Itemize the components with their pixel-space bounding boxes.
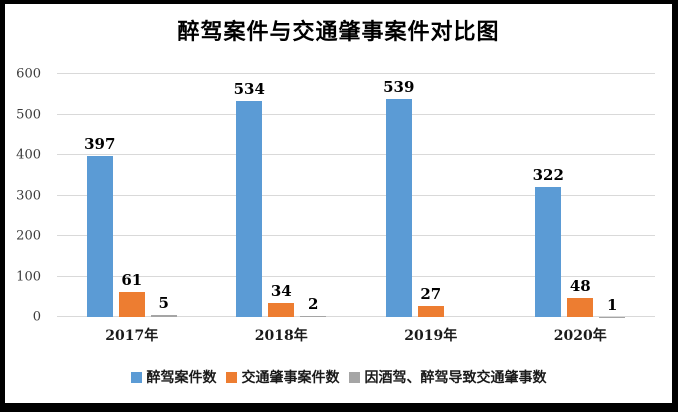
chart-canvas: 醉驾案件与交通肇事案件对比图 0 100 200 300 400 500 600 397 61… [5, 4, 672, 403]
bar-group-2018年: 534 34 2 [207, 74, 357, 317]
barwrap: 322 [533, 74, 564, 317]
barwrap: 2 [300, 74, 327, 317]
legend-swatch-icon [225, 371, 237, 383]
data-label: 397 [84, 135, 116, 154]
y-tick-label-0: 0 [32, 309, 41, 325]
bar-2017年-交通肇事案件数: 61 [118, 273, 145, 317]
barwrap: 48 [567, 74, 594, 317]
data-label: 48 [569, 276, 591, 295]
gridline-500 [57, 113, 655, 115]
x-axis-label-2018年: 2018年 [254, 328, 308, 344]
barwrap: 1 [599, 74, 626, 317]
x-axis-label-2017年: 2017年 [105, 328, 159, 344]
bar-2018年-醉驾案件数: 534 [234, 81, 265, 317]
data-label: 534 [233, 79, 265, 98]
bar-2020年-醉驾案件数: 322 [533, 167, 564, 317]
barwrap: 34 [268, 74, 295, 317]
data-label: 34 [270, 282, 292, 301]
legend-item: 因酒驾、醉驾导致交通肇事数 [348, 367, 547, 387]
data-label: 27 [420, 285, 442, 304]
x-axis-labels: 2017年 2018年 2019年 2020年 [57, 325, 655, 345]
data-label: 5 [158, 293, 169, 312]
y-axis-tick-labels: 0 100 200 300 400 500 600 [5, 68, 49, 324]
chart-title: 醉驾案件与交通肇事案件对比图 [177, 19, 500, 44]
legend-label: 醉驾案件数 [146, 369, 217, 385]
barwrap: 5 [150, 74, 177, 317]
bar-2018年-因酒驾、醉驾导致交通肇事数: 2 [300, 297, 327, 317]
legend-label: 交通肇事案件数 [241, 369, 340, 385]
gridline-200 [57, 235, 655, 237]
data-label: 1 [607, 295, 618, 314]
x-axis-label-2019年: 2019年 [404, 328, 458, 344]
legend: 醉驾案件数 交通肇事案件数 因酒驾、醉驾导致交通肇事数 [5, 367, 672, 387]
data-label: 2 [308, 295, 319, 314]
y-tick-label-400: 400 [16, 147, 41, 163]
bar-groups: 397 61 5 534 34 2 539 27 322 48 1 [57, 74, 655, 317]
legend-swatch-icon [130, 371, 142, 383]
data-label: 322 [532, 165, 564, 184]
gridline-0 [57, 316, 655, 317]
x-axis-label-2020年: 2020年 [553, 328, 607, 344]
legend-item: 醉驾案件数 [130, 367, 217, 387]
bar-group-2017年: 397 61 5 [57, 74, 207, 317]
bar-group-2019年: 539 27 [356, 74, 506, 317]
data-label: 539 [383, 77, 415, 96]
bar-2017年-因酒驾、醉驾导致交通肇事数: 5 [150, 295, 177, 317]
gridline-100 [57, 275, 655, 277]
y-tick-label-200: 200 [16, 228, 41, 244]
bar-2019年-交通肇事案件数: 27 [417, 287, 444, 317]
y-tick-label-500: 500 [16, 107, 41, 122]
gridline-400 [57, 154, 655, 156]
bar-2017年-醉驾案件数: 397 [84, 137, 115, 317]
barwrap: 397 [84, 74, 115, 317]
gridline-600 [57, 73, 655, 74]
plot-area: 0 100 200 300 400 500 600 397 61 5 534 34 2 539 27 322… [16, 68, 655, 324]
bar-group-2020年: 322 48 1 [506, 74, 656, 317]
bar-2018年-交通肇事案件数: 34 [268, 284, 295, 317]
barwrap: 61 [118, 74, 145, 317]
gridline-300 [57, 194, 655, 196]
barwrap [450, 74, 476, 317]
legend-swatch-icon [348, 371, 360, 383]
barwrap: 539 [383, 74, 414, 317]
legend-label: 因酒驾、醉驾导致交通肇事数 [364, 369, 547, 385]
bar-2020年-交通肇事案件数: 48 [567, 278, 594, 317]
bar-2019年-醉驾案件数: 539 [383, 79, 414, 317]
barwrap: 27 [417, 74, 444, 317]
legend-item: 交通肇事案件数 [225, 367, 340, 387]
y-tick-label-100: 100 [16, 269, 41, 285]
y-tick-label-600: 600 [16, 66, 41, 82]
y-tick-label-300: 300 [16, 188, 41, 203]
barwrap: 534 [234, 74, 265, 317]
data-label: 61 [121, 271, 143, 290]
